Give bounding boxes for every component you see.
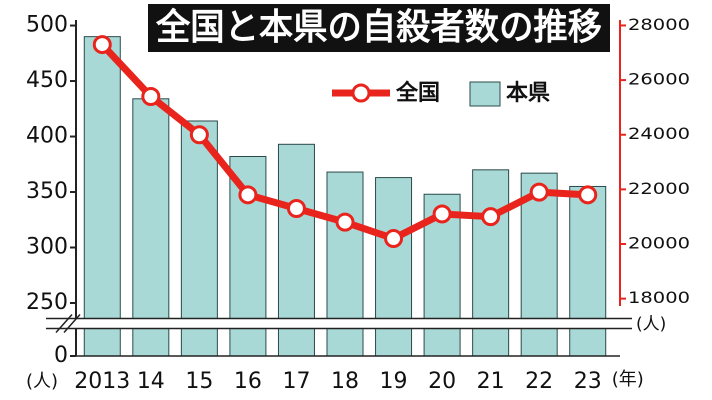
y2-tick-label: 24000	[628, 124, 690, 143]
y-tick-label: 300	[26, 235, 68, 260]
y2-tick-label: 22000	[628, 179, 690, 198]
y2-tick-label: 28000	[628, 15, 690, 34]
y2-tick-label: 20000	[628, 234, 690, 253]
axis-break-mark	[55, 314, 81, 333]
chart-title: 全国と本県の自殺者数の推移	[155, 6, 602, 48]
bar	[83, 36, 121, 357]
x-tick-label: 23	[574, 369, 602, 394]
x-tick-label: 19	[380, 369, 408, 394]
line-marker	[286, 198, 306, 218]
line-marker	[529, 182, 549, 202]
y2-tick-label: 26000	[628, 70, 690, 89]
y-tick-label: 250	[26, 290, 68, 315]
legend-label: 本県	[506, 81, 550, 106]
line-marker	[238, 185, 258, 205]
y-tick-label: 0	[54, 343, 68, 368]
y-tick-label: 350	[26, 179, 68, 204]
y2-unit-label: (人)	[636, 315, 666, 335]
x-tick-label: 2013	[74, 369, 130, 394]
line-marker	[141, 86, 161, 106]
x-tick-label: 15	[185, 369, 213, 394]
x-tick-label: 16	[234, 369, 262, 394]
legend-swatch	[469, 81, 501, 107]
bar	[569, 185, 607, 357]
x-tick-label: 18	[331, 369, 359, 394]
y-tick-label: 500	[26, 13, 68, 38]
y2-tick-label: 18000	[628, 288, 690, 307]
line-marker	[189, 125, 209, 145]
x-tick-label: 21	[477, 369, 505, 394]
y-unit-label: (人)	[26, 371, 58, 392]
x-tick-label: 14	[137, 369, 165, 394]
x-tick-label: 20	[428, 369, 456, 394]
axis-break	[40, 318, 622, 329]
y-tick-label: 450	[26, 68, 68, 93]
bar	[132, 98, 170, 357]
line-marker	[384, 229, 404, 249]
legend-marker	[351, 83, 371, 103]
line-marker	[481, 207, 501, 227]
bar	[180, 120, 218, 357]
axis-break-line	[46, 317, 632, 330]
line-marker	[578, 185, 598, 205]
x-tick-label: 17	[282, 369, 310, 394]
legend-label: 全国	[395, 80, 440, 106]
x-tick-label: 22	[525, 369, 553, 394]
line-marker	[432, 204, 452, 224]
title-background	[148, 4, 610, 52]
line-marker	[335, 212, 355, 232]
x-unit-label: (年)	[612, 369, 644, 390]
y-tick-label: 400	[26, 124, 68, 149]
line-marker	[92, 35, 112, 55]
